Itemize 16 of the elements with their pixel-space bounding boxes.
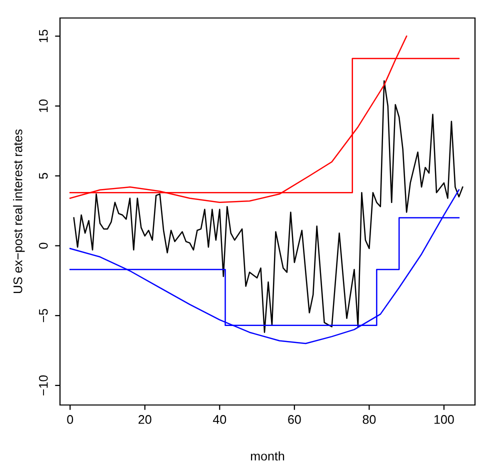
x-tick-label: 0 [67,415,74,424]
y-tick-label: −10 [38,375,48,396]
y-tick-label: 5 [39,172,48,179]
line-series [73,80,464,333]
y-tick-label: 10 [38,100,48,112]
x-tick-label: 60 [288,415,301,424]
y-tick-label: 15 [39,30,48,42]
x-tick-label: 40 [212,415,226,424]
x-axis-title: month [250,451,284,461]
line-series [69,189,460,344]
x-tick-label: 80 [362,415,376,424]
y-axis-title: US ex−post real interest rates [13,129,25,294]
x-tick-label: 100 [434,415,454,424]
y-tick-label: 0 [38,242,48,249]
y-tick-label: −5 [39,308,48,322]
x-tick-label: 20 [138,415,152,424]
